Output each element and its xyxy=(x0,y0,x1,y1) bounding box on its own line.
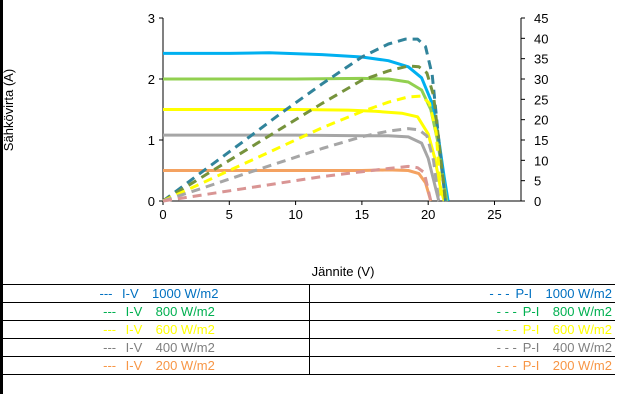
legend-irradiance-label: 200 W/m2 xyxy=(552,358,612,373)
legend-irradiance-label: 1000 W/m2 xyxy=(152,286,219,301)
left-edge-rule xyxy=(0,0,3,394)
legend-type-label: I-V xyxy=(125,322,143,337)
legend-line-marker: --- xyxy=(103,358,117,373)
y2-tick-label: 30 xyxy=(534,72,548,87)
x-tick-label: 0 xyxy=(159,207,166,222)
legend-cell-right: - - - P-I 1000 W/m2 xyxy=(309,284,615,303)
y2-tick-label: 10 xyxy=(534,153,548,168)
legend-row: --- I-V 400 W/m2 - - - P-I 400 W/m2 xyxy=(3,338,615,357)
y2-tick-label: 20 xyxy=(534,113,548,128)
legend-irradiance-label: 600 W/m2 xyxy=(155,322,215,337)
legend-cell-left: --- I-V 1000 W/m2 xyxy=(3,284,310,303)
x-tick-label: 15 xyxy=(355,207,369,222)
legend-body: --- I-V 1000 W/m2 - - - P-I 1000 W/m2 --- I-V 80… xyxy=(3,284,615,375)
legend-line-marker: - - - xyxy=(496,322,517,337)
pi-series-line-9 xyxy=(162,164,433,203)
legend-irradiance-label: 800 W/m2 xyxy=(552,304,612,319)
legend-cell-left: --- I-V 200 W/m2 xyxy=(3,356,310,375)
legend-cell-left: --- I-V 600 W/m2 xyxy=(3,320,310,339)
legend-type-label: P-I xyxy=(522,340,540,355)
legend-cell-left: --- I-V 800 W/m2 xyxy=(3,302,310,321)
legend-line-marker: - - - xyxy=(496,304,517,319)
legend-irradiance-label: 1000 W/m2 xyxy=(545,286,612,301)
y-tick-label: 0 xyxy=(148,194,155,209)
legend-type-label: P-I xyxy=(522,322,540,337)
iv-series-line-2 xyxy=(163,108,446,202)
x-tick-label: 5 xyxy=(226,207,233,222)
legend-type-label: I-V xyxy=(125,304,143,319)
legend-irradiance-label: 400 W/m2 xyxy=(552,340,612,355)
y2-tick-label: 45 xyxy=(534,11,548,26)
x-tick-label: 10 xyxy=(288,207,302,222)
x-tick-label: 20 xyxy=(421,207,435,222)
y-tick-label: 3 xyxy=(148,11,155,26)
legend-line-marker: - - - xyxy=(489,286,510,301)
legend-row: --- I-V 800 W/m2 - - - P-I 800 W/m2 xyxy=(3,302,615,321)
legend-row: --- I-V 600 W/m2 - - - P-I 600 W/m2 xyxy=(3,320,615,339)
legend-line-marker: --- xyxy=(99,286,113,301)
pi-series-line-6 xyxy=(162,64,447,203)
legend-cell-right: - - - P-I 600 W/m2 xyxy=(309,320,615,339)
iv-series-line-0 xyxy=(163,51,450,202)
y-axis-title: Sähkövirta (A) xyxy=(1,69,16,151)
legend-irradiance-label: 800 W/m2 xyxy=(155,304,215,319)
legend-cell-left: --- I-V 400 W/m2 xyxy=(3,338,310,357)
legend-line-marker: --- xyxy=(103,340,117,355)
legend-line-marker: - - - xyxy=(496,358,517,373)
legend-cell-right: - - - P-I 400 W/m2 xyxy=(309,338,615,357)
legend-type-label: P-I xyxy=(522,304,540,319)
x-axis-title: Jännite (V) xyxy=(312,264,375,279)
legend-line-marker: --- xyxy=(103,322,117,337)
y-tick-label: 2 xyxy=(148,72,155,87)
legend-line-marker: - - - xyxy=(496,340,517,355)
x-tick-label: 25 xyxy=(487,207,501,222)
legend-cell-right: - - - P-I 800 W/m2 xyxy=(309,302,615,321)
pi-series-line-7 xyxy=(162,94,443,203)
legend-type-label: I-V xyxy=(125,358,143,373)
legend-irradiance-label: 200 W/m2 xyxy=(155,358,215,373)
legend-type-label: I-V xyxy=(122,286,139,301)
legend-line-marker: --- xyxy=(103,304,117,319)
iv-series-line-4 xyxy=(163,168,433,202)
legend-row: --- I-V 200 W/m2 - - - P-I 200 W/m2 xyxy=(3,356,615,375)
legend-table: --- I-V 1000 W/m2 - - - P-I 1000 W/m2 --- I-V 80… xyxy=(3,284,615,375)
legend-type-label: I-V xyxy=(125,340,143,355)
y2-tick-label: 40 xyxy=(534,31,548,46)
y2-tick-label: 35 xyxy=(534,52,548,67)
series-layer xyxy=(162,37,450,203)
y2-tick-label: 5 xyxy=(534,174,541,189)
legend-cell-right: - - - P-I 200 W/m2 xyxy=(309,356,615,375)
pi-series-line-5 xyxy=(162,37,447,203)
legend-type-label: P-I xyxy=(515,286,533,301)
y2-tick-label: 15 xyxy=(534,133,548,148)
legend-type-label: P-I xyxy=(522,358,540,373)
iv-series-line-3 xyxy=(163,133,441,202)
y-tick-label: 1 xyxy=(148,133,155,148)
y2-tick-label: 25 xyxy=(534,92,548,107)
legend-irradiance-label: 600 W/m2 xyxy=(552,322,612,337)
y2-tick-label: 0 xyxy=(534,194,541,209)
legend-row: --- I-V 1000 W/m2 - - - P-I 1000 W/m2 xyxy=(3,284,615,303)
pi-series-line-8 xyxy=(162,127,441,203)
legend-irradiance-label: 400 W/m2 xyxy=(155,340,215,355)
